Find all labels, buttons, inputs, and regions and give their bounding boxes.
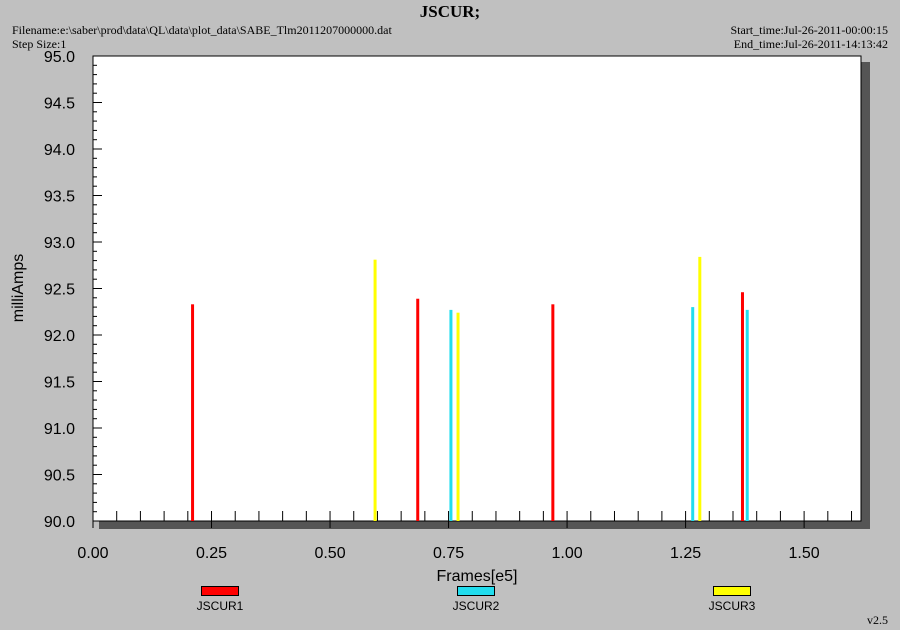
x-axis-label: Frames[e5] bbox=[437, 568, 518, 585]
bar-jscur1-4 bbox=[740, 292, 744, 521]
legend-item-jscur2: JSCUR2 bbox=[431, 586, 521, 613]
legend-swatch-jscur1 bbox=[201, 586, 239, 596]
y-axis-label: milliAmps bbox=[10, 254, 27, 322]
data-bars bbox=[191, 256, 749, 521]
y-tick-label: 93.0 bbox=[44, 235, 75, 252]
x-axis: 0.00 0.25 0.50 0.75 1.00 1.25 1.50 bbox=[77, 511, 853, 562]
bar-jscur1-3 bbox=[551, 304, 555, 521]
start-time-label: Start_time:Jul-26-2011-00:00:15 bbox=[730, 23, 888, 37]
y-tick-label: 95.0 bbox=[44, 49, 75, 66]
y-tick-label: 90.5 bbox=[44, 468, 75, 485]
y-tick-label: 92.5 bbox=[44, 282, 75, 299]
bar-jscur1-2 bbox=[416, 298, 420, 521]
y-tick-label: 91.0 bbox=[44, 421, 75, 438]
x-tick-label: 0.00 bbox=[77, 545, 108, 562]
legend-label-jscur3: JSCUR3 bbox=[708, 599, 756, 613]
y-tick-label: 94.5 bbox=[44, 96, 75, 113]
bar-jscur3-3 bbox=[698, 256, 702, 521]
y-tick-label: 91.5 bbox=[44, 375, 75, 392]
version-label: v2.5 bbox=[867, 613, 888, 627]
legend-label-jscur1: JSCUR1 bbox=[196, 599, 244, 613]
y-tick-label: 93.5 bbox=[44, 189, 75, 206]
y-axis: 90.0 90.5 91.0 91.5 92.0 92.5 93.0 93.5 94.0 94.5… bbox=[44, 49, 102, 531]
bar-jscur3-2 bbox=[456, 312, 460, 521]
legend-swatch-jscur2 bbox=[457, 586, 495, 596]
x-tick-label: 0.75 bbox=[433, 545, 464, 562]
x-tick-label: 0.50 bbox=[314, 545, 345, 562]
legend-item-jscur3: JSCUR3 bbox=[687, 586, 777, 613]
chart-title: JSCUR; bbox=[419, 2, 481, 21]
y-tick-label: 90.0 bbox=[44, 514, 75, 531]
x-tick-label: 1.25 bbox=[670, 545, 701, 562]
x-tick-label: 1.50 bbox=[789, 545, 820, 562]
bar-jscur2-2 bbox=[691, 307, 695, 521]
end-time-label: End_time:Jul-26-2011-14:13:42 bbox=[733, 37, 888, 51]
bar-jscur3-1 bbox=[373, 259, 377, 521]
y-tick-label: 94.0 bbox=[44, 142, 75, 159]
x-tick-label: 0.25 bbox=[196, 545, 227, 562]
bar-jscur1-1 bbox=[191, 304, 195, 521]
x-tick-label: 1.00 bbox=[552, 545, 583, 562]
legend-swatch-jscur3 bbox=[713, 586, 751, 596]
step-size-label: Step Size:1 bbox=[12, 37, 67, 51]
bar-jscur2-1 bbox=[449, 309, 453, 521]
legend-label-jscur2: JSCUR2 bbox=[452, 599, 500, 613]
plot-background bbox=[92, 55, 862, 522]
legend-item-jscur1: JSCUR1 bbox=[175, 586, 265, 613]
filename-label: Filename:e:\saber\prod\data\QL\data\plot… bbox=[12, 23, 392, 37]
y-tick-label: 92.0 bbox=[44, 328, 75, 345]
bar-jscur2-3 bbox=[745, 309, 749, 521]
